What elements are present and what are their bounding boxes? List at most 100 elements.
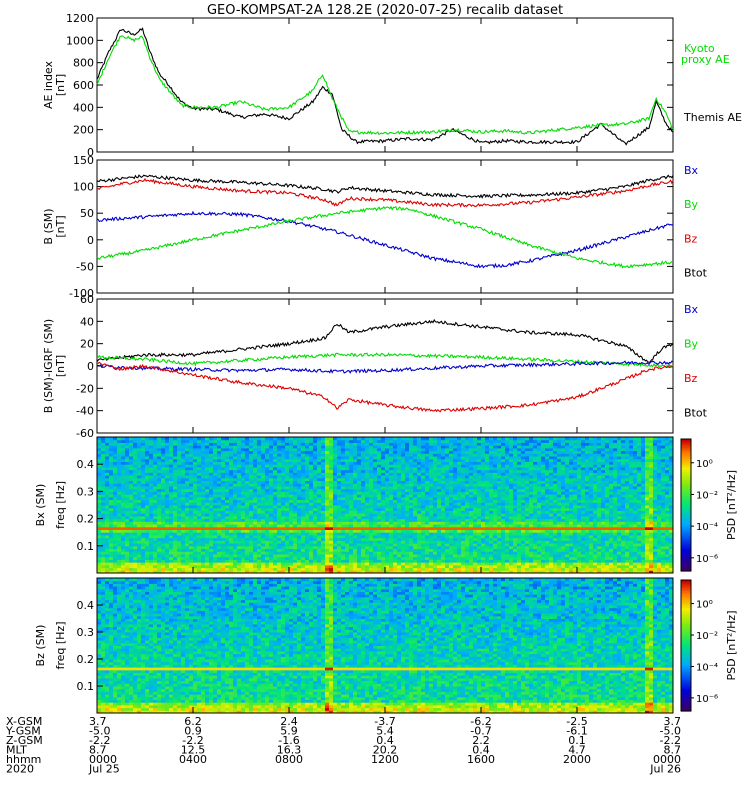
- spectrogram-cell: [349, 548, 354, 552]
- spectrogram-cell: [537, 562, 542, 566]
- spectrogram-cell: [485, 526, 490, 530]
- spectrogram-cell: [341, 540, 346, 544]
- spectrogram-cell: [201, 518, 206, 522]
- spectrogram-cell: [609, 491, 614, 495]
- spectrogram-cell: [353, 524, 358, 528]
- spectrogram-cell: [205, 524, 210, 528]
- spectrogram-cell: [337, 551, 342, 555]
- spectrogram-cell: [225, 551, 230, 555]
- spectrogram-cell: [457, 483, 462, 487]
- spectrogram-cell: [197, 534, 202, 539]
- spectrogram-cell: [373, 505, 378, 509]
- spectrogram-cell: [297, 562, 302, 566]
- spectrogram-cell: [173, 507, 178, 511]
- legend-proxy-ae: proxy AE: [681, 53, 730, 66]
- spectrogram-cell: [293, 485, 298, 490]
- spectrogram-cell: [437, 502, 442, 506]
- spectrogram-cell: [641, 532, 646, 536]
- spectrogram-cell: [353, 548, 358, 552]
- spectrogram-cell: [505, 540, 510, 544]
- spectrogram-cell: [525, 543, 530, 547]
- spectrogram-cell: [137, 534, 142, 539]
- spectrogram-cell: [301, 491, 306, 495]
- spectrogram-cell: [589, 524, 594, 528]
- spectrogram-cell: [441, 510, 446, 514]
- spectrogram-cell: [185, 505, 190, 509]
- spectrogram-cell: [509, 513, 514, 517]
- spectrogram-cell: [261, 499, 266, 503]
- spectrogram-cell: [365, 521, 370, 525]
- spectrogram-cell: [137, 521, 142, 525]
- spectrogram-cell: [245, 499, 250, 503]
- spectrogram-cell: [209, 507, 214, 511]
- spectrogram-cell: [329, 553, 334, 558]
- spectrogram-cell: [369, 510, 374, 514]
- spectrogram-cell: [145, 564, 150, 569]
- spectrogram-cell: [385, 532, 390, 536]
- spectrogram-cell: [293, 507, 298, 511]
- spectrogram-cell: [189, 526, 194, 530]
- spectrogram-cell: [229, 521, 234, 525]
- spectrogram-cell: [169, 532, 174, 536]
- spectrogram-cell: [629, 505, 634, 509]
- spectrogram-cell: [497, 548, 502, 552]
- spectrogram-cell: [329, 551, 334, 555]
- spectrogram-cell: [401, 491, 406, 495]
- spectrogram-cell: [429, 567, 434, 571]
- spectrogram-cell: [165, 540, 170, 544]
- spectrogram-cell: [277, 556, 282, 560]
- spectrogram-cell: [557, 510, 562, 514]
- spectrogram-cell: [173, 502, 178, 506]
- spectrogram-cell: [357, 570, 362, 574]
- spectrogram-cell: [445, 480, 450, 484]
- spectrogram-cell: [653, 553, 658, 558]
- spectrogram-cell: [397, 529, 402, 533]
- spectrogram-cell: [641, 483, 646, 487]
- spectrogram-cell: [593, 556, 598, 560]
- spectrogram-cell: [293, 502, 298, 506]
- spectrogram-cell: [241, 521, 246, 525]
- spectrogram-cell: [161, 562, 166, 566]
- spectrogram-cell: [381, 570, 386, 574]
- spectrogram-cell: [581, 526, 586, 530]
- spectrogram-cell: [209, 548, 214, 552]
- spectrogram-cell: [417, 488, 422, 492]
- spectrogram-cell: [217, 564, 222, 569]
- spectrogram-cell: [441, 556, 446, 560]
- spectrogram-cell: [625, 494, 630, 498]
- spectrogram-cell: [589, 567, 594, 571]
- spectrogram-cell: [397, 562, 402, 566]
- spectrogram-cell: [301, 526, 306, 530]
- spectrogram-cell: [457, 513, 462, 517]
- spectrogram-cell: [217, 518, 222, 522]
- spectrogram-cell: [181, 556, 186, 560]
- spectrogram-cell: [225, 537, 230, 541]
- spectrogram-cell: [537, 521, 542, 525]
- spectrogram-cell: [289, 529, 294, 533]
- spectrogram-cell: [313, 524, 318, 528]
- spectrogram-cell: [453, 540, 458, 544]
- spectrogram-cell: [125, 518, 130, 522]
- spectrogram-cell: [133, 480, 138, 484]
- spectrogram-cell: [565, 515, 570, 520]
- spectrogram-cell: [141, 537, 146, 541]
- spectrogram-cell: [97, 515, 102, 520]
- spectrogram-cell: [129, 529, 134, 533]
- spectrogram-cell: [457, 502, 462, 506]
- spectrogram-cell: [333, 543, 338, 547]
- spectrogram-cell: [497, 505, 502, 509]
- spectrogram-cell: [125, 524, 130, 528]
- spectrogram-cell: [461, 545, 466, 550]
- spectrogram-cell: [669, 507, 674, 511]
- spectrogram-cell: [189, 545, 194, 550]
- spectrogram-cell: [177, 496, 182, 501]
- spectrogram-cell: [185, 559, 190, 563]
- spectrogram-cell: [185, 537, 190, 541]
- spectrogram-cell: [405, 543, 410, 547]
- spectrogram-cell: [469, 537, 474, 541]
- spectrogram-cell: [473, 556, 478, 560]
- spectrogram-cell: [657, 545, 662, 550]
- spectrogram-cell: [469, 570, 474, 574]
- spectrogram-cell: [165, 559, 170, 563]
- spectrogram-cell: [385, 562, 390, 566]
